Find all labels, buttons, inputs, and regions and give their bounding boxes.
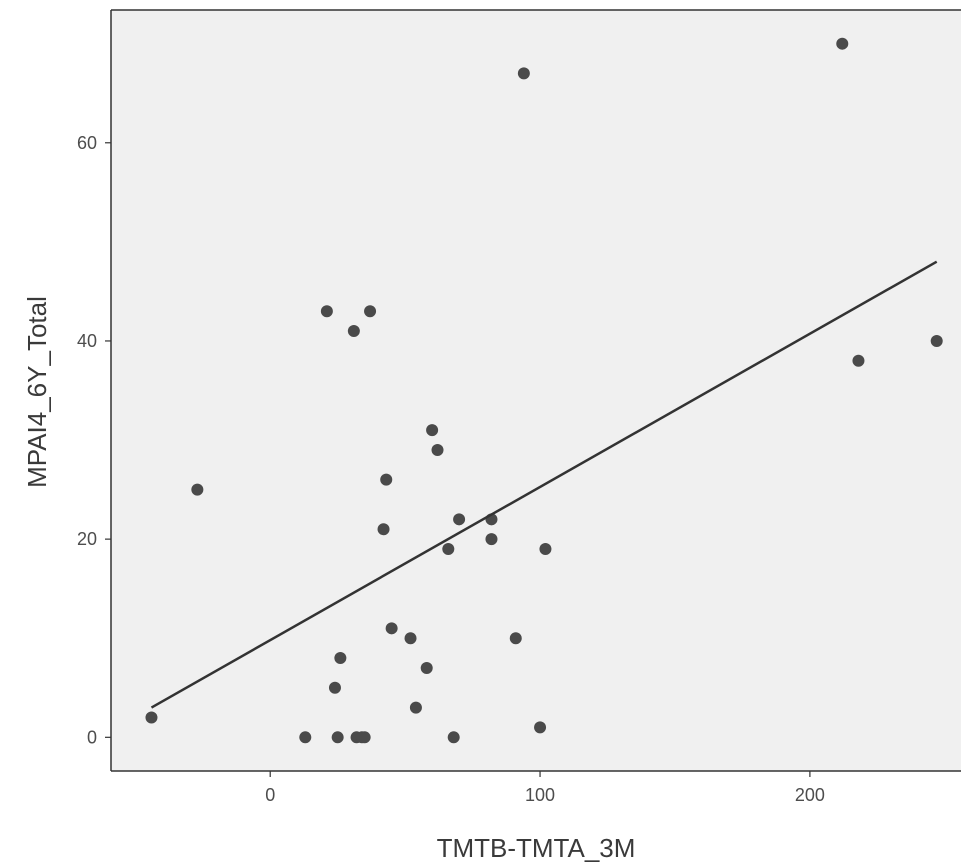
trend-layer [150, 260, 938, 709]
y-tick-label: 20 [77, 529, 97, 549]
data-point [539, 543, 552, 556]
data-point [377, 523, 390, 536]
y-tick-label: 0 [87, 727, 97, 747]
data-point [930, 334, 943, 347]
x-axis-title: TMTB-TMTA_3M [437, 833, 636, 863]
data-point [447, 731, 460, 744]
trend-line [150, 260, 938, 709]
data-point [364, 305, 377, 318]
data-point [358, 731, 371, 744]
data-point [328, 681, 341, 694]
data-point [145, 711, 158, 724]
data-point [852, 354, 865, 367]
data-point [385, 622, 398, 635]
points-layer [145, 37, 943, 744]
data-point [485, 533, 498, 546]
data-point [334, 652, 347, 665]
data-point [836, 37, 849, 50]
x-tick-label: 100 [525, 785, 555, 805]
plot-panel [111, 10, 961, 771]
data-point [409, 701, 422, 714]
data-point [331, 731, 344, 744]
data-point [442, 543, 455, 556]
x-ticks: 0 100 200 [265, 771, 825, 805]
data-point [380, 473, 393, 486]
y-ticks: 0 20 40 60 [77, 133, 111, 747]
y-tick-label: 40 [77, 331, 97, 351]
data-point [420, 661, 433, 674]
data-point [509, 632, 522, 645]
y-axis-title: MPAI4_6Y_Total [22, 296, 52, 488]
data-point [431, 443, 444, 456]
data-point [299, 731, 312, 744]
x-tick-label: 0 [265, 785, 275, 805]
data-point [453, 513, 466, 526]
data-point [404, 632, 417, 645]
data-point [426, 424, 439, 437]
data-point [347, 325, 360, 338]
y-tick-label: 60 [77, 133, 97, 153]
x-tick-label: 200 [795, 785, 825, 805]
data-point [191, 483, 204, 496]
data-point [534, 721, 547, 734]
data-point [320, 305, 333, 318]
data-point [517, 67, 530, 80]
